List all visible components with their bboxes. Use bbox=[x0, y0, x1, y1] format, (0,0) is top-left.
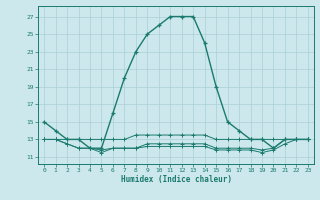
X-axis label: Humidex (Indice chaleur): Humidex (Indice chaleur) bbox=[121, 175, 231, 184]
